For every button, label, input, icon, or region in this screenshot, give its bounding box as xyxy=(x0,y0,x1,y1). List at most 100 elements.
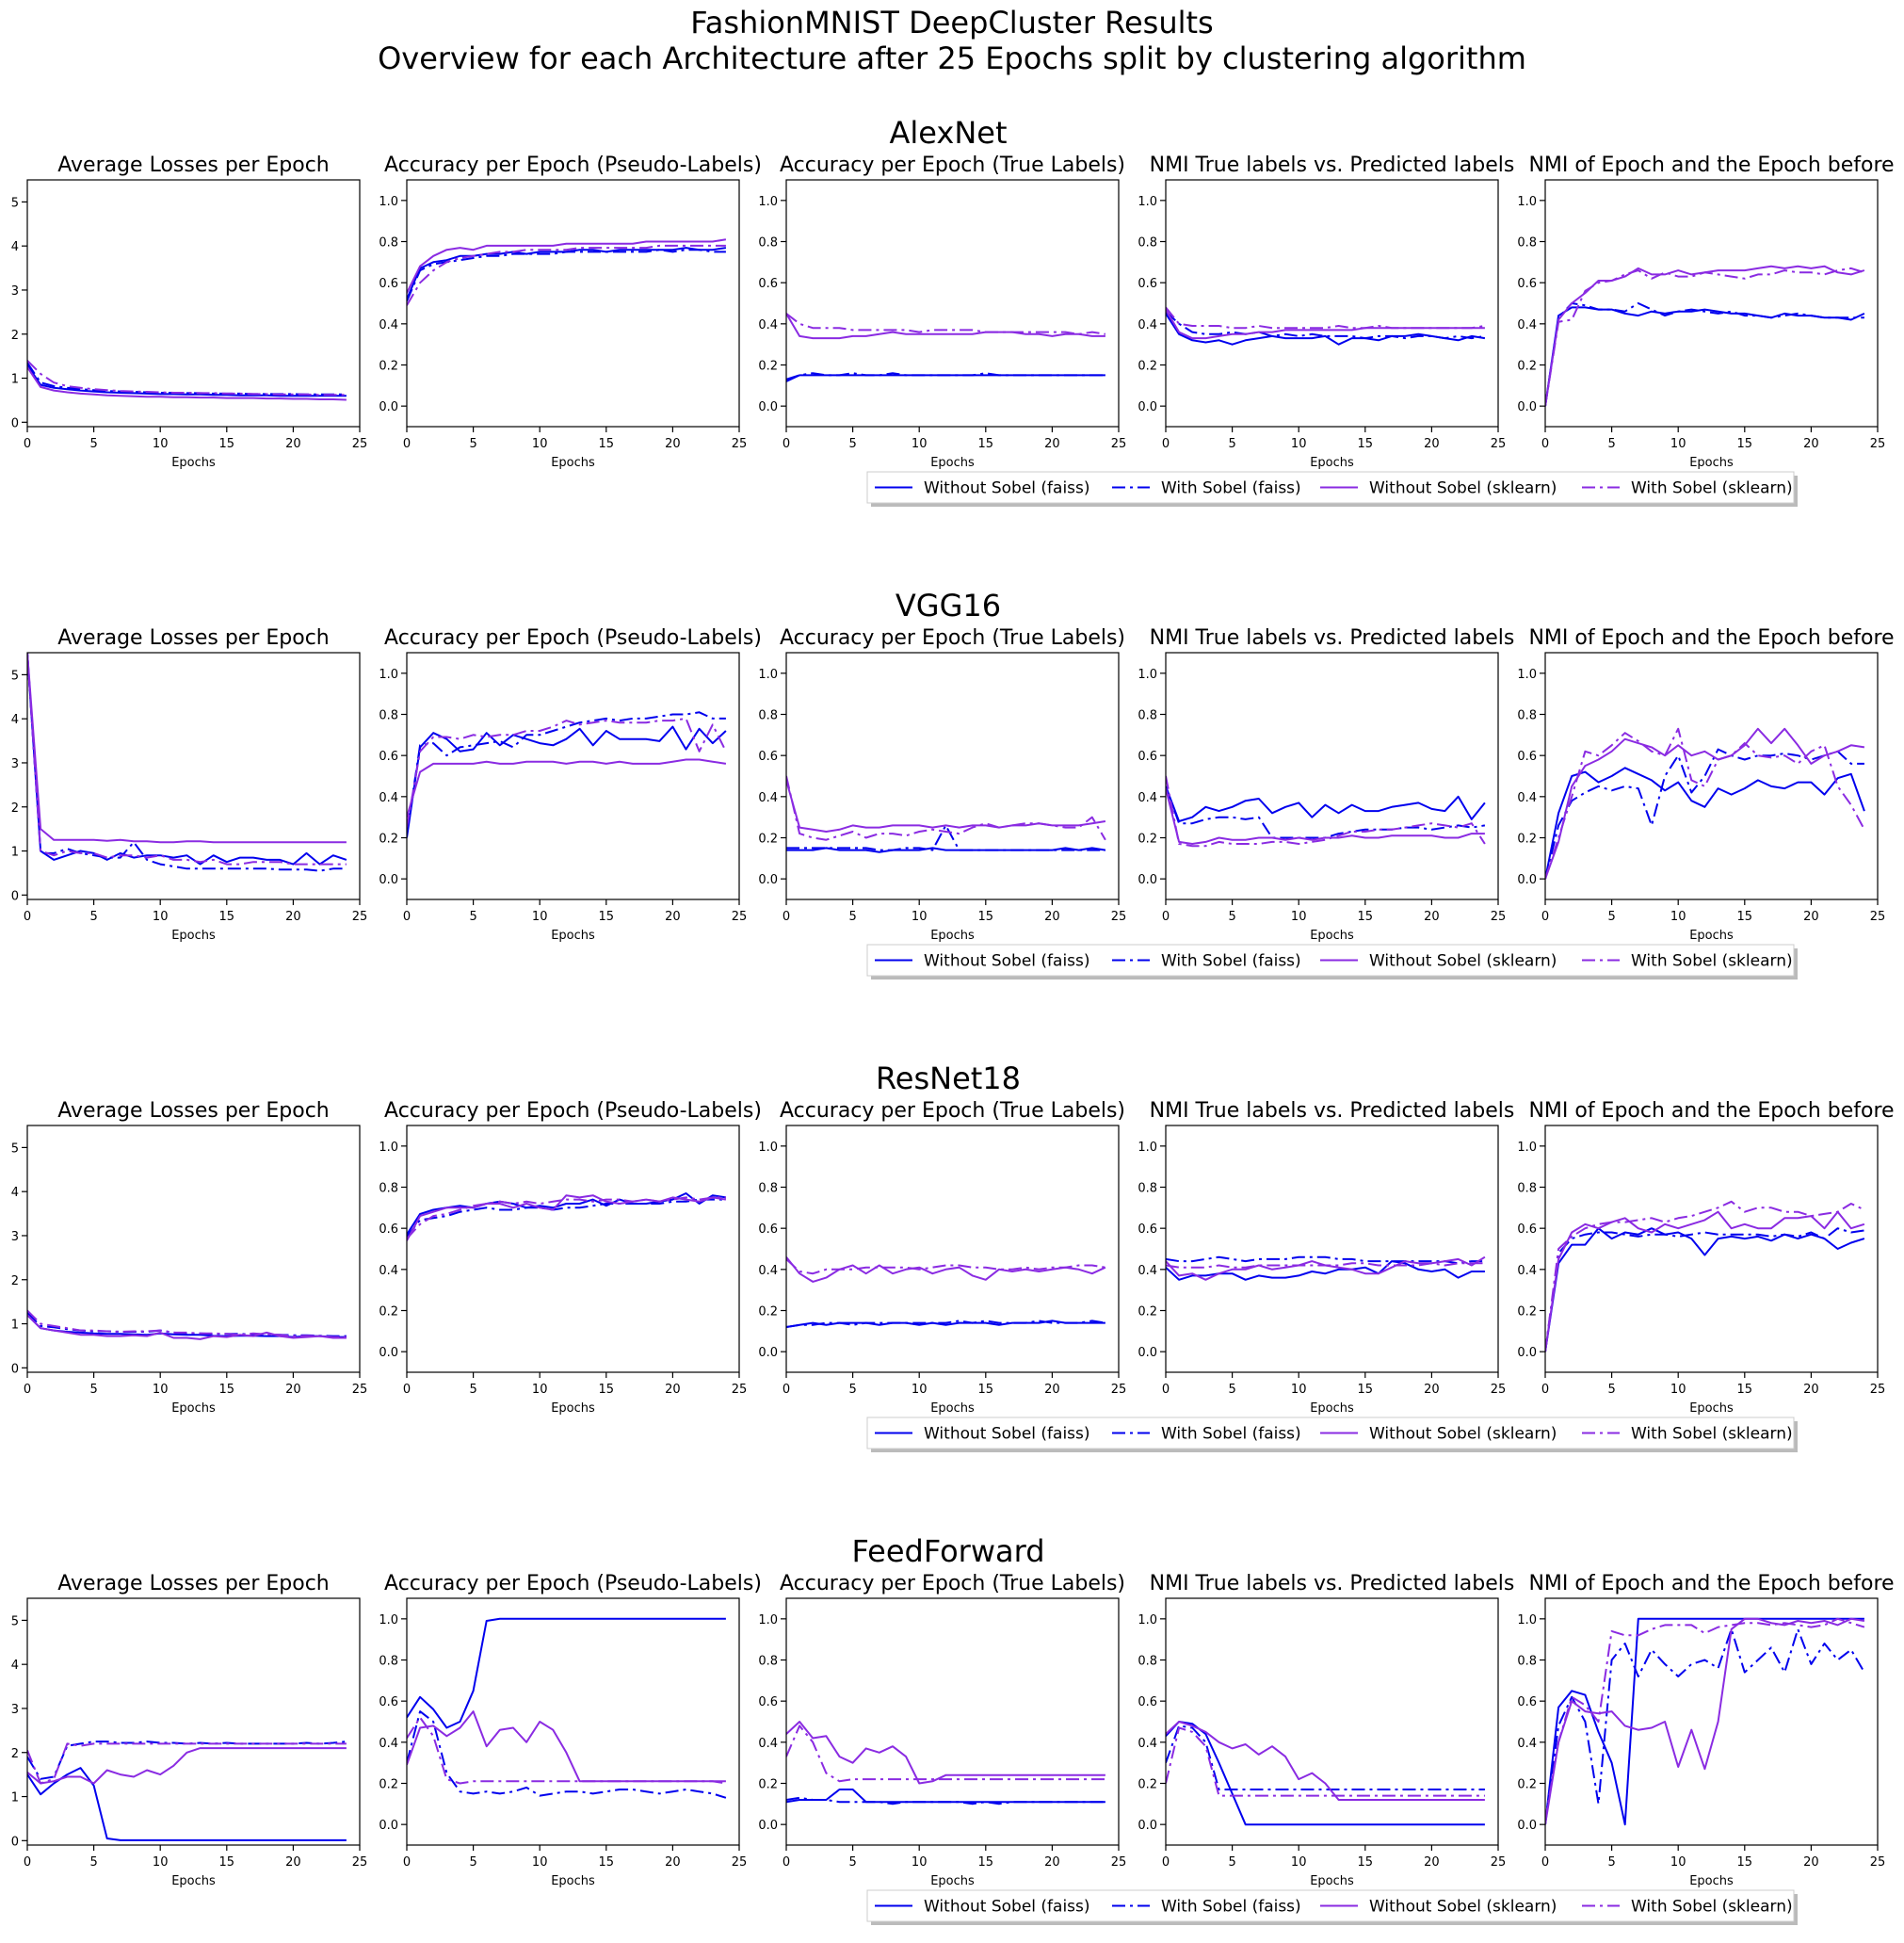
y-tick-label: 1 xyxy=(11,846,19,860)
x-tick-label: 10 xyxy=(1670,1383,1686,1397)
y-tick-label: 0.6 xyxy=(758,1222,778,1237)
series-line-4 xyxy=(1545,727,1865,880)
x-tick-label: 25 xyxy=(1491,437,1507,451)
x-tick-label: 20 xyxy=(1424,1855,1440,1870)
y-tick-label: 0.6 xyxy=(758,277,778,291)
legend-label: With Sobel (faiss) xyxy=(1161,1898,1301,1917)
x-tick-label: 25 xyxy=(1111,1383,1127,1397)
y-tick-label: 0.0 xyxy=(758,1819,778,1833)
series-line-3 xyxy=(1545,727,1865,880)
x-tick-label: 15 xyxy=(1737,1383,1753,1397)
x-tick-label: 20 xyxy=(285,437,301,451)
y-tick-label: 0.8 xyxy=(1138,709,1157,723)
y-tick-label: 1.0 xyxy=(1517,1613,1537,1627)
x-axis-label: Epochs xyxy=(930,1874,975,1888)
x-axis-label: Epochs xyxy=(1310,929,1354,943)
x-tick-label: 5 xyxy=(1607,1855,1615,1870)
x-tick-label: 10 xyxy=(532,910,548,924)
y-tick-label: 3 xyxy=(11,1703,19,1717)
y-tick-label: 1.0 xyxy=(1517,1141,1537,1155)
series-line-1 xyxy=(27,653,347,866)
x-axis-label: Epochs xyxy=(930,1401,975,1416)
series-line-1 xyxy=(1545,1617,1864,1826)
x-tick-label: 5 xyxy=(469,910,476,924)
subplot-1: Average Losses per Epoch 0 5 10 15 20 25 0 1 2 3 4 5… xyxy=(11,154,368,470)
x-tick-label: 20 xyxy=(1424,910,1440,924)
x-tick-label: 5 xyxy=(469,437,476,451)
series-line-1 xyxy=(407,1192,727,1236)
y-tick-label: 0.6 xyxy=(379,1222,398,1237)
x-tick-label: 10 xyxy=(912,1383,928,1397)
subplot-4: NMI True labels vs. Predicted labels 0 5 10… xyxy=(1138,626,1514,943)
x-axis-label: Epochs xyxy=(551,1874,595,1888)
series-line-2 xyxy=(407,1710,727,1799)
series-line-2 xyxy=(1545,302,1864,407)
series-line-1 xyxy=(786,847,1106,853)
x-tick-label: 5 xyxy=(89,910,97,924)
y-tick-label: 0.0 xyxy=(1138,400,1157,414)
x-tick-label: 0 xyxy=(24,910,31,924)
series-line-3 xyxy=(27,1747,347,1785)
y-tick-label: 3 xyxy=(11,1230,19,1244)
subplot-1: Average Losses per Epoch 0 5 10 15 20 25 0 1 2 3 4 5… xyxy=(11,1572,368,1888)
x-tick-label: 15 xyxy=(1358,437,1374,451)
subplot-4: NMI True labels vs. Predicted labels 0 5 10… xyxy=(1138,1099,1514,1416)
series-line-4 xyxy=(407,244,726,306)
axes-frame xyxy=(1165,1597,1499,1846)
y-tick-label: 0 xyxy=(11,1362,19,1376)
x-tick-label: 20 xyxy=(1044,910,1060,924)
y-tick-label: 0.4 xyxy=(1517,318,1537,332)
x-tick-label: 25 xyxy=(732,1383,748,1397)
y-tick-label: 1.0 xyxy=(758,195,778,209)
y-tick-label: 0.4 xyxy=(1517,1264,1537,1278)
subplot-3: Accuracy per Epoch (True Labels) 0 5 10 15 20… xyxy=(758,1099,1126,1416)
series-line-3 xyxy=(27,653,347,844)
series-line-3 xyxy=(407,1194,727,1241)
y-tick-label: 0.8 xyxy=(1517,1655,1537,1669)
y-tick-label: 0.6 xyxy=(758,750,778,764)
axes-frame xyxy=(26,1597,361,1846)
x-tick-label: 15 xyxy=(978,437,994,451)
x-tick-label: 5 xyxy=(848,910,856,924)
figure-title: FashionMNIST DeepCluster Results xyxy=(690,5,1214,40)
x-tick-label: 0 xyxy=(24,437,31,451)
x-tick-label: 5 xyxy=(469,1383,476,1397)
series-line-2 xyxy=(1545,748,1864,880)
series-line-2 xyxy=(27,653,347,872)
y-tick-label: 0.8 xyxy=(379,1182,398,1196)
legend: Without Sobel (faiss) With Sobel (faiss) W… xyxy=(866,1889,1798,1925)
x-tick-label: 25 xyxy=(352,910,368,924)
x-tick-label: 0 xyxy=(403,910,411,924)
x-tick-label: 25 xyxy=(1111,437,1127,451)
x-axis-label: Epochs xyxy=(1689,929,1734,943)
series-line-2 xyxy=(786,1796,1105,1805)
series-line-2 xyxy=(407,249,726,302)
y-tick-label: 0.8 xyxy=(758,236,778,251)
x-tick-label: 25 xyxy=(352,437,368,451)
x-tick-label: 0 xyxy=(1541,1855,1549,1870)
series-line-4 xyxy=(27,360,347,397)
x-tick-label: 5 xyxy=(89,1383,97,1397)
subplot-title: NMI True labels vs. Predicted labels xyxy=(1150,154,1515,177)
y-tick-label: 0.8 xyxy=(1517,709,1537,723)
series-line-3 xyxy=(786,313,1105,340)
series-line-2 xyxy=(27,362,347,396)
y-tick-label: 0.6 xyxy=(1517,1222,1537,1237)
subplot-title: Accuracy per Epoch (Pseudo-Labels) xyxy=(384,1572,762,1595)
x-tick-label: 20 xyxy=(285,1855,301,1870)
axes-frame xyxy=(1544,1125,1879,1373)
x-tick-label: 0 xyxy=(1162,437,1170,451)
series-line-1 xyxy=(786,1789,1105,1804)
x-tick-label: 25 xyxy=(1491,1855,1507,1870)
x-tick-label: 0 xyxy=(1541,1383,1549,1397)
y-tick-label: 0.6 xyxy=(1138,750,1157,764)
axes-frame xyxy=(785,1597,1120,1846)
series-line-3 xyxy=(407,1710,726,1783)
y-tick-label: 0.4 xyxy=(758,1264,778,1278)
x-tick-label: 15 xyxy=(219,437,235,451)
y-tick-label: 0.2 xyxy=(758,360,778,374)
x-tick-label: 10 xyxy=(912,910,928,924)
y-tick-label: 0.8 xyxy=(758,1655,778,1669)
y-tick-label: 5 xyxy=(11,669,19,683)
